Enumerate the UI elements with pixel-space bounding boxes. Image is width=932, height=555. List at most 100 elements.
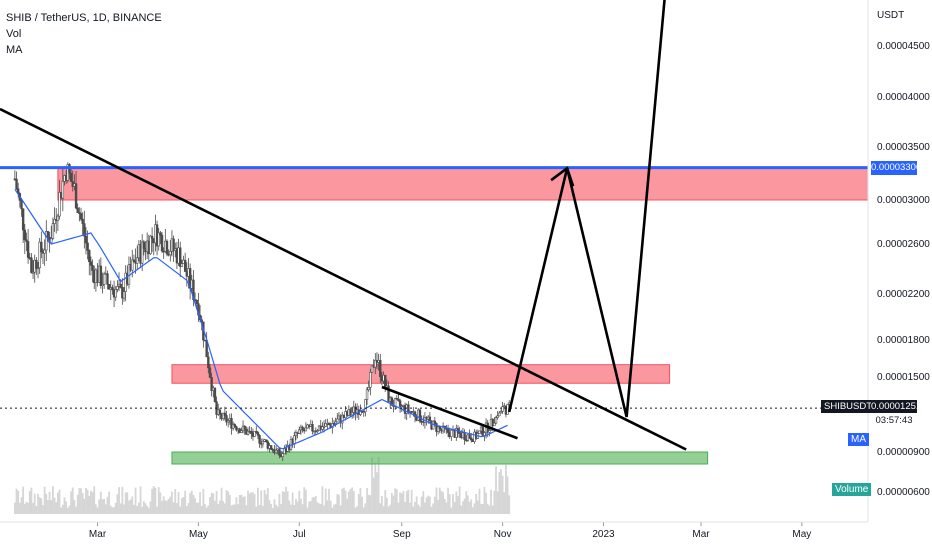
volume-bar [222,501,225,514]
volume-bar [331,507,334,514]
volume-bar [334,503,337,514]
trend-line-0 [0,107,687,451]
volume-bar [419,506,421,514]
candle [350,406,354,419]
volume-bar [359,488,362,514]
volume-bar [364,503,367,514]
volume-bar [362,507,365,514]
candle [398,398,402,413]
candle-body [15,178,18,190]
vol-indicator-label[interactable]: Vol [6,28,22,40]
candle-body [223,412,227,416]
volume-bar [258,505,261,514]
volume-bar [344,490,347,514]
candle-body [278,448,281,456]
volume-bar [505,464,507,514]
volume-bar [253,493,256,514]
volume-bar [113,507,115,514]
candle-body [494,417,498,424]
candle-body [61,181,65,199]
symbol-title[interactable]: SHIB / TetherUS, 1D, BINANCE [6,12,162,24]
candle [458,426,461,438]
candle-body [106,273,109,285]
symbol-badge: SHIBUSDT [821,400,876,413]
candle-body [45,231,48,251]
volume-bar [304,489,307,514]
volume-bar [47,500,49,514]
candle-body [86,242,89,251]
volume-bar [417,504,420,514]
volume-bar [17,490,20,514]
volume-bar [428,496,431,514]
candle-body [379,360,382,377]
volume-bar [141,506,144,514]
volume-bar [230,505,233,514]
volume-bar [468,501,471,514]
volume-bar [281,491,284,514]
volume-bar [33,493,36,514]
candle-body [99,265,103,287]
ma-layer [14,189,508,450]
volume-bar [410,489,413,514]
candle-body [119,283,122,288]
y-tick-label: 0.00004500 [877,41,930,52]
candle [169,240,172,262]
red-zone-0 [57,167,869,201]
candle-body [298,429,301,434]
volume-bar [172,502,175,514]
ma-indicator-label[interactable]: MA [6,44,23,56]
volume-bar [217,504,220,514]
candle-body [111,287,114,291]
candle [387,381,390,403]
candle [43,239,46,266]
candle [21,208,25,243]
candle [222,412,225,421]
candle-body [114,289,117,298]
volume-bar [457,496,459,514]
volume-bar [316,502,319,514]
volume-bar [301,504,304,514]
candle [506,403,509,415]
volume-layer [13,456,511,514]
volume-bar [298,490,301,514]
candle-body [142,241,146,249]
volume-bar [189,492,192,514]
volume-bar [491,505,494,514]
candle [274,445,278,454]
candle [23,223,26,254]
candle-body [362,411,365,413]
candle [496,410,499,420]
volume-bar [336,494,339,514]
candle-body [50,238,53,243]
volume-bar [271,507,274,514]
volume-bar [154,487,157,514]
volume-bar [478,488,481,514]
volume-bar [462,501,464,514]
volume-bar [481,504,484,514]
volume-bar [56,492,59,514]
candle-body [387,385,390,402]
x-tick-label: Nov [494,529,512,540]
volume-bar [118,487,120,514]
volume-bar [104,504,107,514]
candle-body [165,240,169,255]
volume-bar [204,503,206,514]
volume-bar [134,487,137,514]
volume-bar [453,502,456,514]
volume-bar [382,506,385,514]
x-tick-label: Mar [692,529,710,540]
candle-body [233,424,236,427]
candle-body [496,415,499,418]
candle-body [498,412,501,417]
candle-body [256,432,260,436]
volume-bar [73,500,76,514]
volume-bar [265,494,268,514]
candle-body [304,427,308,432]
candle-body [56,215,60,221]
candle-body [488,430,491,433]
candle [213,387,217,403]
volume-bar [116,494,119,514]
candle [69,167,73,182]
